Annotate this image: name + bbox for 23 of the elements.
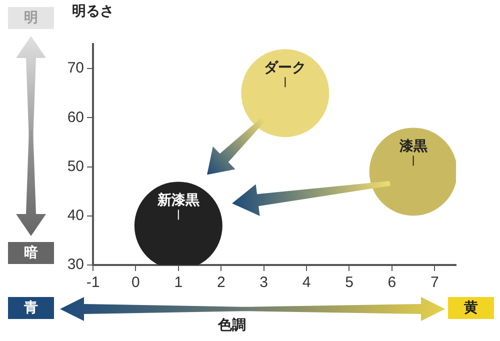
text: 黄 [448,297,494,319]
y-tick-label: 60 [67,108,84,126]
x-tick-label: 3 [260,274,268,292]
series-label: 新漆黒 [156,191,200,208]
x-tick-label: 0 [132,274,140,292]
y-tick-label: 50 [67,158,84,175]
y-axis-title: 明るさ [72,4,114,20]
x-tick-label: 5 [345,274,354,292]
text: 明 [8,7,54,29]
series-label: 漆黒 [398,138,428,154]
text: 青 [8,297,54,319]
text: 暗 [8,242,54,264]
x-tick-label: -1 [86,274,100,292]
x-tick-label: 4 [302,274,311,292]
x-tick-label: 2 [216,274,226,292]
series-label: ダーク [264,60,306,76]
x-axis-title: 色調 [217,316,246,334]
y-tick-label: 70 [67,60,84,77]
x-tick-label: 1 [174,274,183,292]
x-tick-label: 7 [430,274,439,292]
y-tick-label: 30 [67,256,84,274]
x-tick-label: 6 [388,274,396,292]
y-tick-label: 40 [67,207,84,224]
